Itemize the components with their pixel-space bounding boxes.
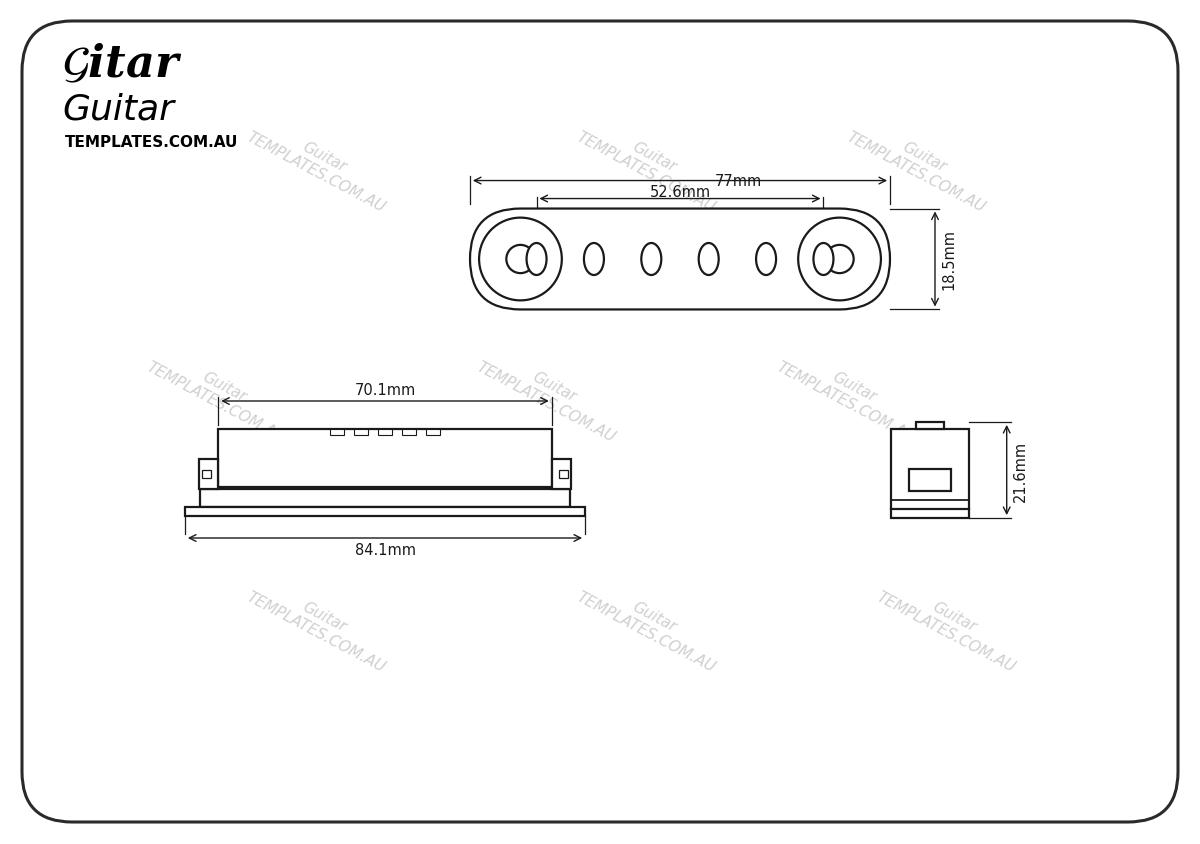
Ellipse shape <box>698 244 719 276</box>
Text: Guitar
TEMPLATES.COM.AU: Guitar TEMPLATES.COM.AU <box>244 114 396 215</box>
Circle shape <box>506 246 534 273</box>
Bar <box>330 430 344 436</box>
FancyBboxPatch shape <box>22 22 1178 822</box>
Bar <box>203 470 211 479</box>
Text: 77mm: 77mm <box>715 174 762 189</box>
Bar <box>908 469 952 491</box>
Ellipse shape <box>814 244 834 276</box>
Ellipse shape <box>756 244 776 276</box>
Text: 21.6mm: 21.6mm <box>1013 440 1027 501</box>
Bar <box>200 490 570 507</box>
Circle shape <box>479 219 562 301</box>
Bar <box>552 459 571 490</box>
Text: 70.1mm: 70.1mm <box>354 382 415 398</box>
Bar <box>218 430 552 488</box>
Text: Guitar
TEMPLATES.COM.AU: Guitar TEMPLATES.COM.AU <box>574 574 726 675</box>
Text: $\mathcal{G}$itar: $\mathcal{G}$itar <box>62 43 182 86</box>
Text: Guitar
TEMPLATES.COM.AU: Guitar TEMPLATES.COM.AU <box>474 344 626 445</box>
Text: Guitar
TEMPLATES.COM.AU: Guitar TEMPLATES.COM.AU <box>774 344 926 445</box>
Text: 84.1mm: 84.1mm <box>354 543 415 557</box>
Ellipse shape <box>641 244 661 276</box>
Bar <box>559 470 568 479</box>
Bar <box>199 459 218 490</box>
Text: TEMPLATES.COM.AU: TEMPLATES.COM.AU <box>65 135 239 150</box>
Bar <box>402 430 416 436</box>
Bar <box>378 430 392 436</box>
Text: Guitar
TEMPLATES.COM.AU: Guitar TEMPLATES.COM.AU <box>144 344 296 445</box>
Text: Guitar
TEMPLATES.COM.AU: Guitar TEMPLATES.COM.AU <box>244 574 396 675</box>
Bar <box>892 430 968 518</box>
Bar <box>185 507 586 517</box>
FancyBboxPatch shape <box>470 209 890 310</box>
Text: Guitar
TEMPLATES.COM.AU: Guitar TEMPLATES.COM.AU <box>574 114 726 215</box>
Bar <box>354 430 368 436</box>
Bar <box>917 423 943 430</box>
Circle shape <box>826 246 853 273</box>
Text: Guitar: Guitar <box>62 93 174 127</box>
Text: 18.5mm: 18.5mm <box>941 230 956 290</box>
Text: 52.6mm: 52.6mm <box>649 184 710 199</box>
Text: Guitar
TEMPLATES.COM.AU: Guitar TEMPLATES.COM.AU <box>874 574 1026 675</box>
Ellipse shape <box>584 244 604 276</box>
Bar <box>426 430 440 436</box>
Circle shape <box>798 219 881 301</box>
Text: Guitar
TEMPLATES.COM.AU: Guitar TEMPLATES.COM.AU <box>844 114 996 215</box>
Ellipse shape <box>527 244 546 276</box>
